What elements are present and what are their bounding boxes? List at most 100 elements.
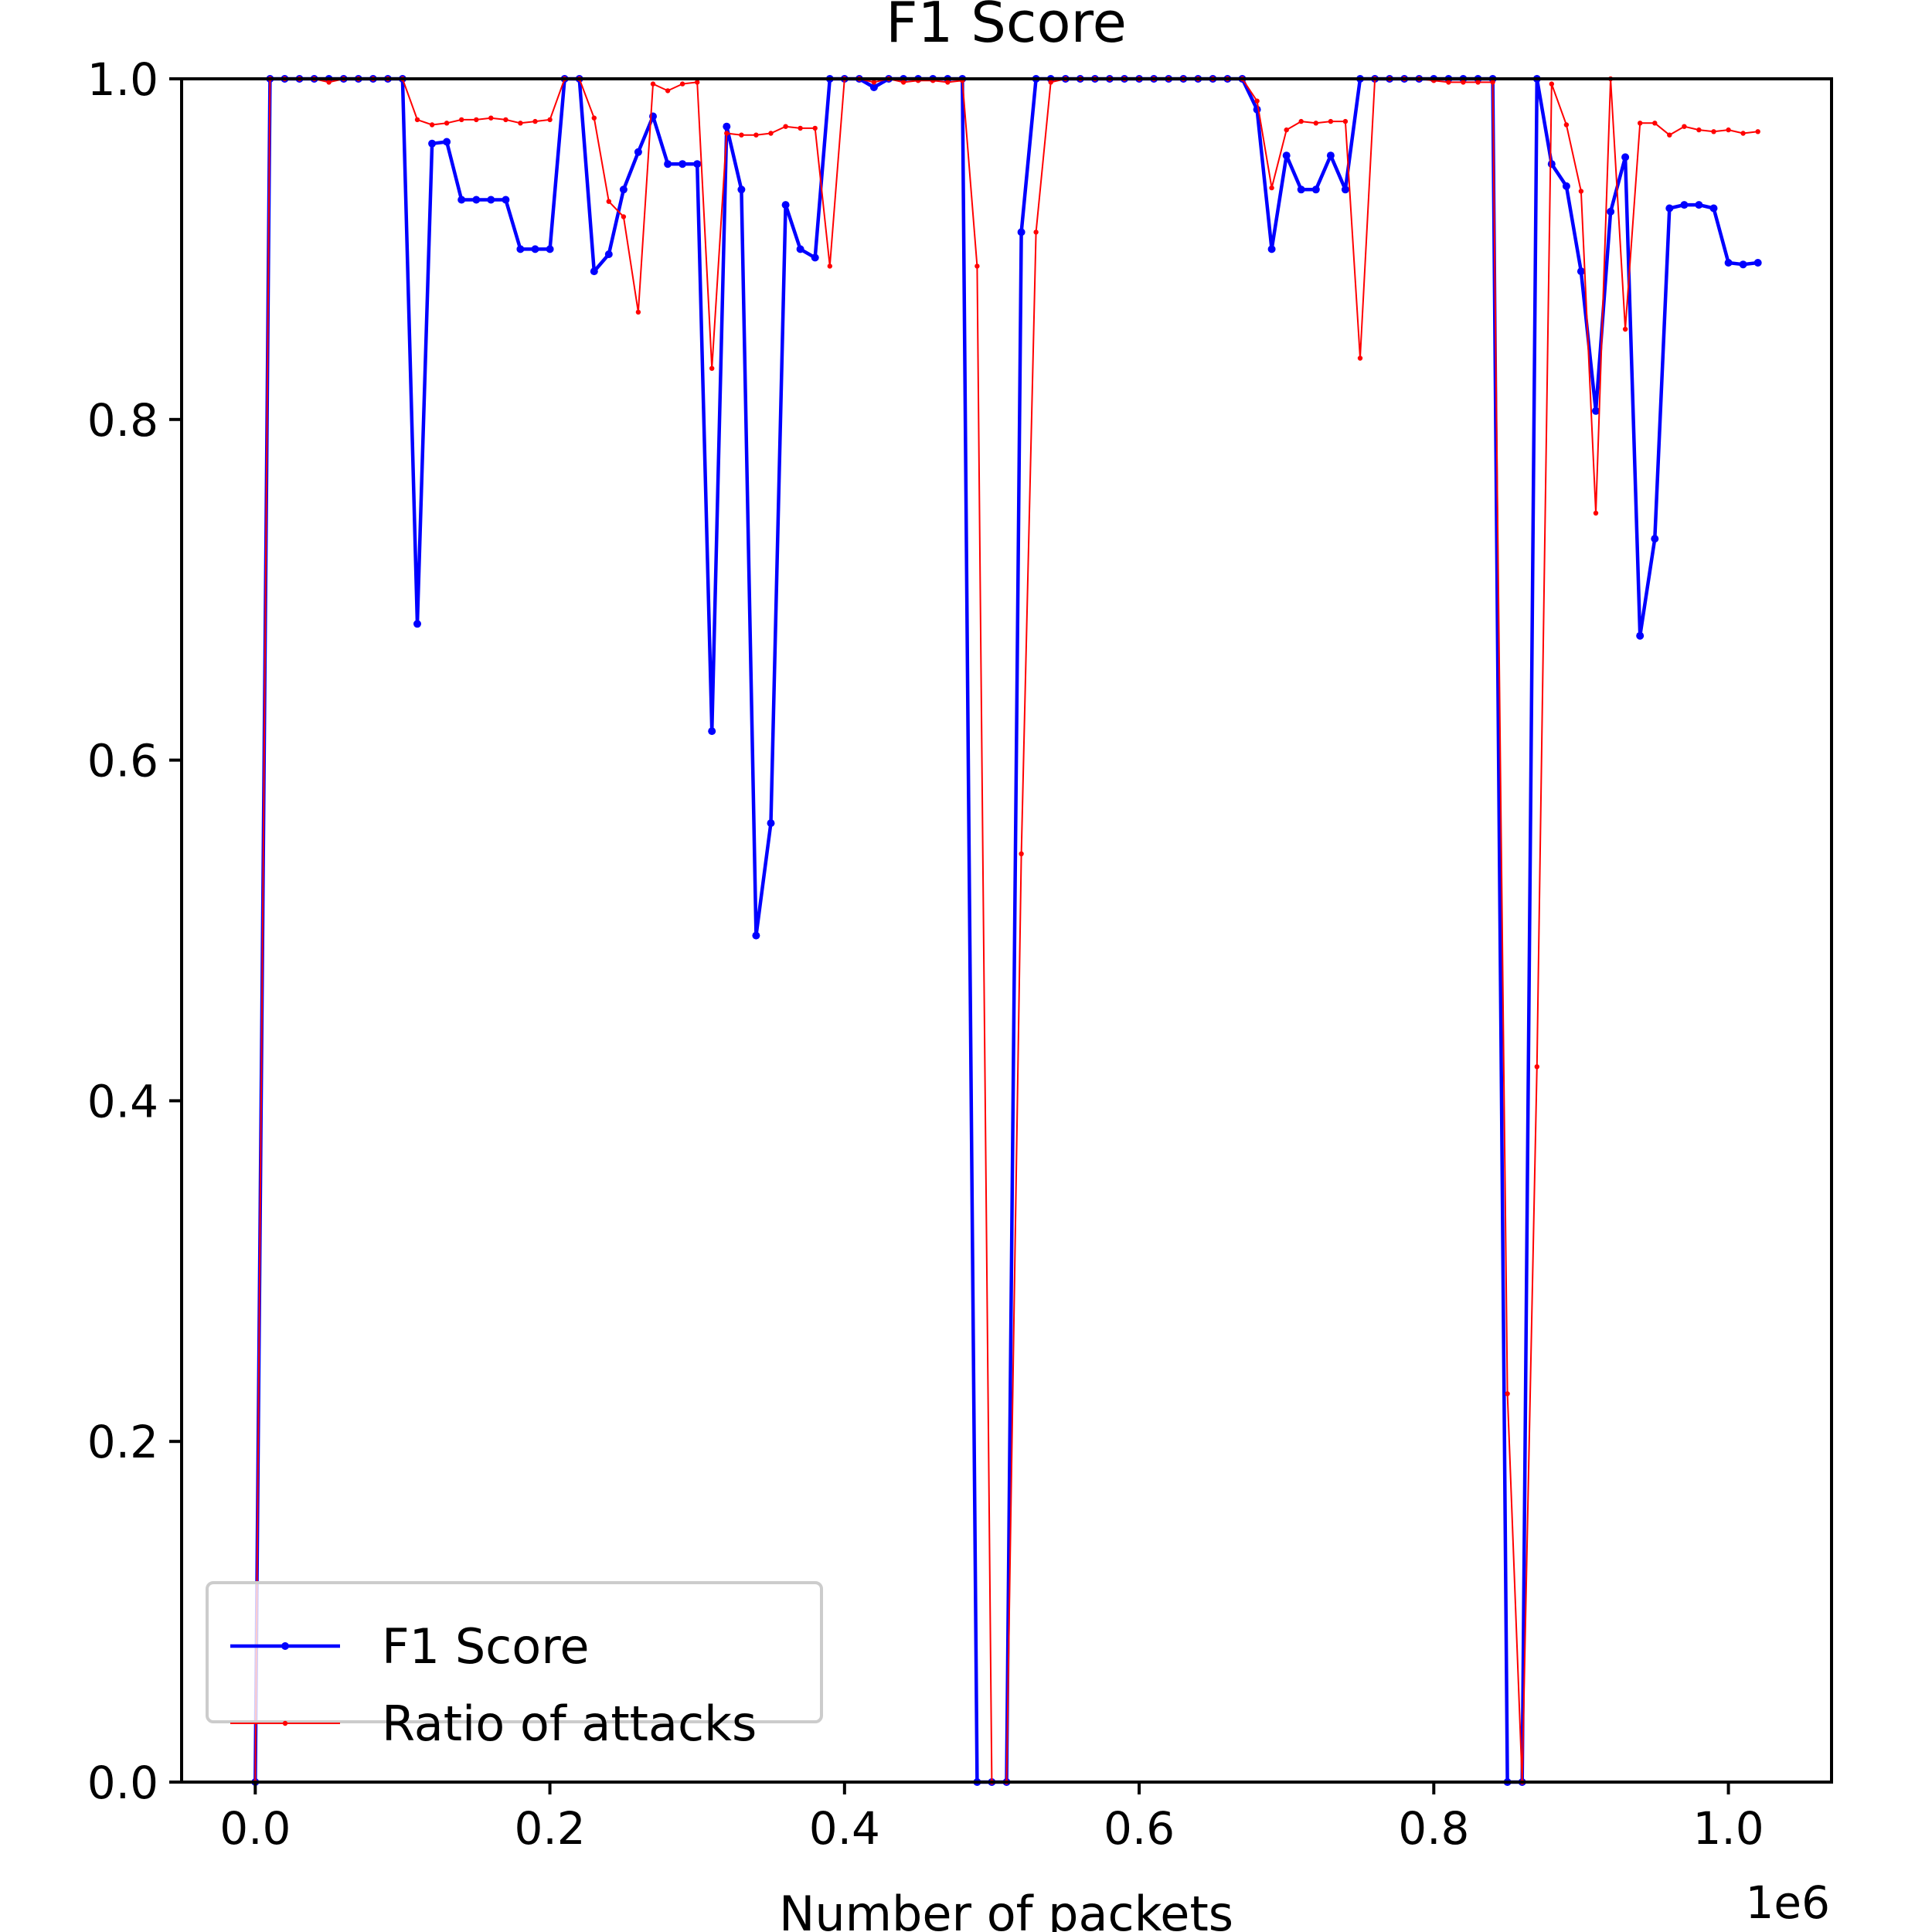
data-point — [488, 115, 494, 121]
data-point — [1562, 182, 1570, 190]
x-tick-label: 0.8 — [1398, 1802, 1469, 1855]
data-point — [752, 931, 760, 940]
data-point — [665, 88, 671, 94]
data-point — [1578, 189, 1584, 194]
data-point — [739, 132, 744, 138]
data-point — [1696, 127, 1702, 133]
data-point — [518, 121, 523, 126]
data-point — [767, 819, 775, 828]
data-point — [1665, 204, 1674, 213]
data-point — [414, 117, 420, 123]
data-point — [591, 115, 597, 121]
data-point — [812, 125, 818, 131]
data-point — [634, 148, 642, 156]
data-point — [604, 250, 613, 258]
data-point — [326, 80, 332, 85]
x-tick-label: 0.4 — [809, 1802, 880, 1855]
data-point — [975, 264, 980, 269]
x-axis-offset-text: 1e6 — [1746, 1876, 1831, 1929]
y-tick-label: 0.8 — [87, 394, 158, 447]
data-point — [1019, 851, 1024, 857]
data-point — [945, 80, 951, 85]
data-point — [428, 139, 437, 148]
y-tick-label: 0.2 — [87, 1416, 158, 1468]
data-point — [1342, 118, 1349, 124]
y-tick-label: 0.6 — [87, 735, 158, 787]
plot-frame — [180, 77, 1833, 1784]
data-point — [1328, 118, 1334, 124]
data-point — [1724, 259, 1733, 267]
data-point — [516, 245, 525, 253]
x-axis-title: Number of packets — [779, 1886, 1233, 1932]
data-point — [474, 117, 479, 123]
data-point — [900, 80, 906, 85]
data-point — [1461, 80, 1466, 85]
legend-entry: F1 Score — [230, 1618, 589, 1675]
data-point — [546, 245, 554, 253]
data-point — [590, 267, 598, 276]
data-point — [1621, 153, 1630, 162]
data-point — [798, 125, 803, 131]
data-point — [1267, 245, 1276, 253]
data-point — [532, 118, 538, 124]
y-tick-label: 1.0 — [87, 53, 158, 106]
data-point — [869, 83, 878, 91]
data-point — [1253, 105, 1261, 114]
data-point — [1709, 204, 1718, 213]
data-point — [1739, 260, 1747, 269]
data-point — [695, 80, 700, 85]
data-point — [1254, 98, 1260, 104]
data-point — [621, 214, 627, 219]
data-point — [1284, 127, 1289, 133]
data-point — [1652, 121, 1658, 126]
data-point — [664, 160, 672, 168]
data-point — [1048, 80, 1053, 85]
data-point — [679, 160, 687, 168]
x-tick-label: 0.0 — [219, 1802, 291, 1855]
data-point — [1269, 185, 1274, 191]
data-point — [1622, 326, 1628, 332]
data-point — [1357, 355, 1363, 361]
data-point — [1740, 131, 1746, 136]
data-point — [472, 196, 481, 204]
data-point — [1695, 201, 1703, 209]
legend-marker-swatch — [282, 1720, 288, 1726]
data-point — [443, 138, 451, 146]
data-point — [827, 264, 833, 269]
data-point — [1682, 124, 1687, 129]
data-point — [487, 196, 495, 204]
data-point — [1326, 151, 1335, 160]
data-point — [547, 117, 553, 123]
data-point — [1475, 80, 1481, 85]
legend-entry: Ratio of attacks — [230, 1696, 757, 1752]
legend-label: F1 Score — [382, 1618, 589, 1675]
data-point — [1017, 228, 1026, 236]
data-point — [459, 117, 464, 123]
data-point — [724, 131, 730, 136]
data-point — [693, 160, 702, 168]
x-tick-label: 0.6 — [1104, 1802, 1175, 1855]
data-point — [1547, 160, 1556, 168]
data-point — [1282, 151, 1291, 160]
data-point — [679, 81, 685, 87]
legend-label: Ratio of attacks — [382, 1696, 757, 1752]
data-point — [1298, 118, 1304, 124]
data-point — [1033, 230, 1039, 235]
data-point — [1297, 185, 1305, 194]
data-point — [1593, 510, 1599, 516]
data-point — [871, 80, 877, 85]
data-point — [1680, 201, 1689, 209]
y-tick-label: 0.0 — [87, 1757, 158, 1809]
data-point — [811, 253, 819, 262]
legend: F1 Score Ratio of attacks — [206, 1581, 823, 1752]
data-point — [1311, 185, 1320, 194]
data-point — [723, 122, 731, 131]
data-point — [606, 199, 611, 204]
y-axis: 0.0 0.2 0.4 0.6 0.8 1.0 — [87, 53, 182, 1809]
data-point — [1651, 535, 1659, 543]
data-point — [753, 132, 759, 138]
data-point — [1549, 81, 1555, 87]
x-axis: 0.0 0.2 0.4 0.6 0.8 1.0 — [219, 1782, 1764, 1855]
legend-box — [206, 1581, 823, 1723]
